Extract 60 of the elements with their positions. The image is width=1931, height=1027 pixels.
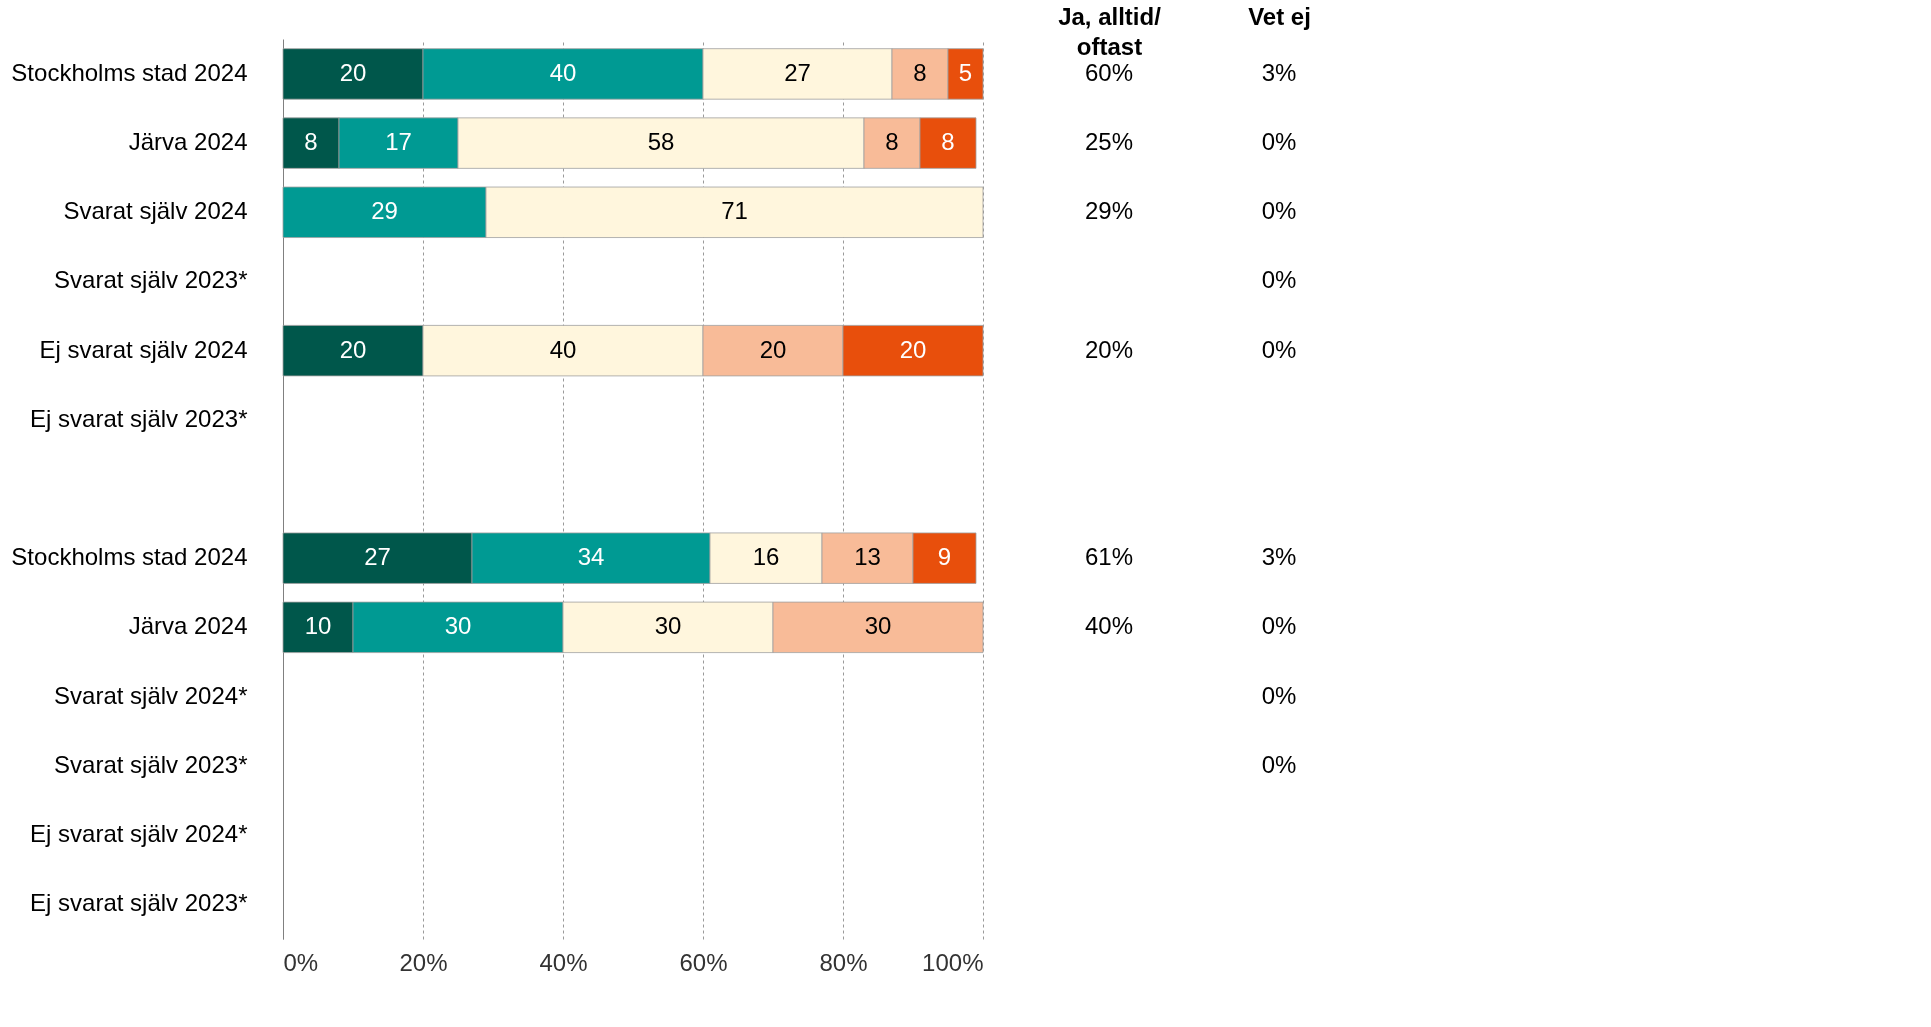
text: 3% [1261, 58, 1297, 86]
data-label: 27 [364, 543, 391, 571]
text: 0% [1261, 750, 1297, 778]
text: 0% [1261, 612, 1297, 640]
text: 61% [1084, 543, 1134, 571]
y-tick-label: Svarat själv 2023* [54, 750, 248, 778]
data-label: 40 [549, 335, 577, 363]
x-tick-label: 60% [679, 948, 728, 976]
data-label: 9 [937, 543, 952, 571]
y-tick-label: Ej svarat själv 2023* [30, 889, 248, 917]
data-label: 40 [549, 58, 577, 86]
text: 40% [1084, 612, 1134, 640]
data-label: 10 [304, 612, 332, 640]
data-label: 17 [385, 128, 412, 156]
text: 60% [1084, 58, 1134, 86]
y-tick-label: Svarat själv 2024 [63, 197, 248, 225]
text: 3% [1261, 543, 1297, 571]
data-label: 20 [339, 335, 367, 363]
y-tick-label: Stockholms stad 2024 [11, 58, 248, 86]
x-tick-label: 20% [399, 948, 448, 976]
y-tick-label: Svarat själv 2024* [54, 681, 248, 709]
data-label: 58 [647, 128, 675, 156]
data-label: 20 [339, 58, 367, 86]
text: 0% [1261, 681, 1297, 709]
y-tick-label: Ej svarat själv 2024* [30, 819, 248, 847]
data-label: 13 [854, 543, 881, 571]
text: 0% [1261, 266, 1297, 294]
data-label: 34 [577, 543, 605, 571]
data-label: 8 [304, 128, 318, 156]
data-label: 16 [752, 543, 780, 571]
category-label: Ja, alltid/ oftast [1058, 2, 1162, 60]
text: 20% [1084, 335, 1134, 363]
text: 0% [1261, 335, 1297, 363]
data-label: 27 [784, 58, 811, 86]
x-tick-label: 80% [819, 948, 868, 976]
text: 0% [1261, 197, 1297, 225]
data-label: 30 [654, 612, 682, 640]
text: 29% [1084, 197, 1134, 225]
y-tick-label: Ej svarat själv 2024 [39, 335, 248, 363]
y-tick-label: Järva 2024 [128, 128, 248, 156]
data-label: 30 [444, 612, 472, 640]
y-tick-label: Ej svarat själv 2023* [30, 404, 248, 432]
data-label: 20 [899, 335, 927, 363]
data-label: 8 [941, 128, 955, 156]
y-tick-label: Stockholms stad 2024 [11, 543, 248, 571]
category-label: Vet ej [1248, 2, 1311, 30]
text: 0% [1261, 127, 1297, 155]
y-tick-label: Svarat själv 2023* [54, 266, 248, 294]
data-label: 5 [958, 58, 973, 86]
data-label: 8 [913, 58, 927, 86]
x-tick-label: 0% [283, 948, 319, 976]
data-label: 71 [721, 197, 748, 225]
data-label: 29 [371, 197, 398, 225]
y-tick-label: Järva 2024 [128, 612, 248, 640]
data-label: 30 [864, 612, 892, 640]
text: 25% [1084, 127, 1134, 155]
x-tick-label: 100% [922, 948, 984, 976]
x-tick-label: 40% [539, 948, 588, 976]
data-label: 20 [759, 335, 787, 363]
data-label: 8 [885, 128, 899, 156]
